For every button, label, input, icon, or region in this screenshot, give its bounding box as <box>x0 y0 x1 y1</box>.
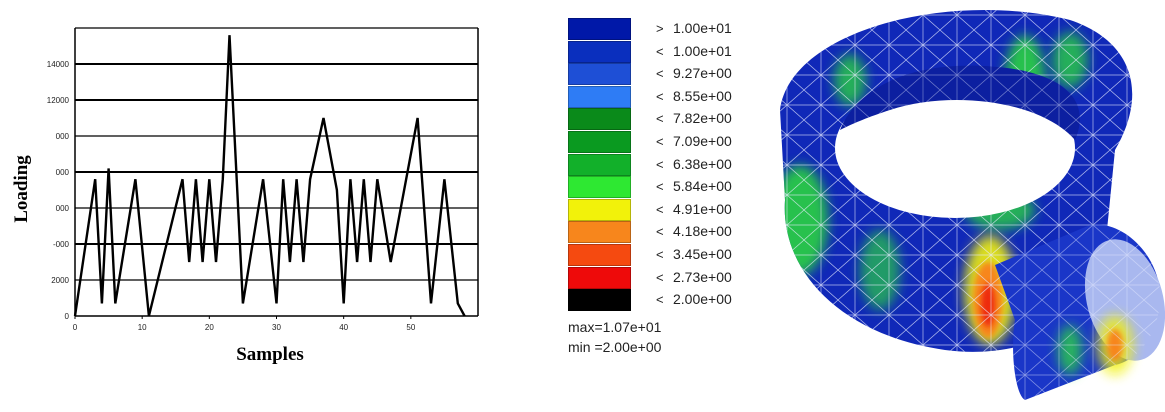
legend-swatch <box>568 266 631 289</box>
y-tick-label: 2000 <box>51 276 69 285</box>
y-tick-label: 12000 <box>47 96 70 105</box>
legend-entry: <7.09e+00 <box>566 131 776 154</box>
y-axis-label: Loading <box>11 155 32 223</box>
legend-symbol: < <box>656 269 664 285</box>
legend-value: 2.73e+00 <box>673 268 732 285</box>
legend-swatch <box>568 40 631 63</box>
x-tick-label: 30 <box>272 323 281 332</box>
stress-contour-model <box>780 10 1165 400</box>
ring-hole <box>835 78 1075 218</box>
legend-symbol: < <box>656 134 664 149</box>
legend-symbol: < <box>656 179 664 195</box>
legend-value: 7.09e+00 <box>673 133 732 149</box>
legend-value: 4.18e+00 <box>673 223 732 240</box>
legend-entry: <6.38e+00 <box>566 153 776 177</box>
x-tick-label: 10 <box>138 323 147 332</box>
color-legend: >1.00e+01 <1.00e+01 <9.27e+00 <8.55e+00 <7.8… <box>566 18 776 358</box>
legend-symbol: < <box>656 88 664 104</box>
legend-swatch <box>568 18 631 40</box>
legend-symbol: < <box>656 111 664 127</box>
legend-entry: <3.45e+00 <box>566 244 776 267</box>
legend-value: 4.91e+00 <box>673 200 732 217</box>
x-axis-label: Samples <box>236 344 304 365</box>
y-tick-label: 000 <box>56 204 70 213</box>
legend-min-label: min =2.00e+00 <box>568 339 662 355</box>
legend-entry: <7.82e+00 <box>566 108 776 131</box>
x-tick-label: 40 <box>339 323 348 332</box>
legend-swatch <box>568 198 631 221</box>
legend-value: 8.55e+00 <box>673 87 732 104</box>
y-tick-label: 000 <box>56 132 70 141</box>
legend-symbol: < <box>656 201 664 217</box>
legend-value: 2.00e+00 <box>673 291 732 308</box>
legend-swatch <box>568 63 631 86</box>
legend-symbol: < <box>656 156 664 172</box>
legend-symbol: < <box>656 66 664 82</box>
legend-symbol: < <box>656 43 664 59</box>
x-tick-label: 0 <box>73 323 78 332</box>
loading-series-line <box>73 35 466 317</box>
legend-swatch <box>568 221 631 244</box>
legend-entry: <8.55e+00 <box>566 85 776 109</box>
legend-value: 5.84e+00 <box>673 178 732 195</box>
legend-entry: >1.00e+01 <box>566 18 776 41</box>
legend-entry: <4.91e+00 <box>566 198 776 222</box>
legend-swatch <box>568 131 631 153</box>
legend-entry: <2.00e+00 <box>566 289 776 312</box>
legend-swatch <box>568 108 631 131</box>
legend-value: 3.45e+00 <box>673 246 732 262</box>
loading-chart-panel: 2000 -000 000 000 000 12000 14000 0 0 10 20 30 40 50 … <box>0 0 500 412</box>
legend-symbol: < <box>656 247 664 262</box>
legend-value: 1.00e+01 <box>673 20 732 36</box>
legend-entry: <4.18e+00 <box>566 221 776 244</box>
legend-swatch <box>568 85 631 108</box>
legend-symbol: > <box>656 21 664 36</box>
legend-entry: <9.27e+00 <box>566 63 776 86</box>
pin-shaft <box>995 224 1165 400</box>
loading-chart: 2000 -000 000 000 000 12000 14000 00 10 20 30 40 50 <box>47 27 479 332</box>
legend-value: 9.27e+00 <box>673 65 732 82</box>
y-tick-label: 14000 <box>47 60 70 69</box>
legend-value: 7.82e+00 <box>673 110 732 127</box>
legend-value: 6.38e+00 <box>673 155 732 172</box>
legend-entry: <1.00e+01 <box>566 40 776 64</box>
legend-swatch <box>568 176 631 199</box>
y-tick-label: 0 <box>65 312 70 321</box>
x-tick-label: 50 <box>406 323 415 332</box>
legend-swatch <box>568 153 631 176</box>
ring-body <box>780 10 1133 352</box>
legend-entry: <5.84e+00 <box>566 176 776 199</box>
legend-symbol: < <box>656 292 664 308</box>
legend-max-label: max=1.07e+01 <box>568 319 662 335</box>
x-tick-label: 20 <box>205 323 214 332</box>
legend-value: 1.00e+01 <box>673 42 732 59</box>
legend-swatch <box>568 289 631 312</box>
y-tick-label: -000 <box>53 240 70 249</box>
y-tick-label: 000 <box>56 168 70 177</box>
legend-symbol: < <box>656 224 664 240</box>
legend-entry: <2.73e+00 <box>566 266 776 290</box>
legend-swatch <box>568 244 631 266</box>
